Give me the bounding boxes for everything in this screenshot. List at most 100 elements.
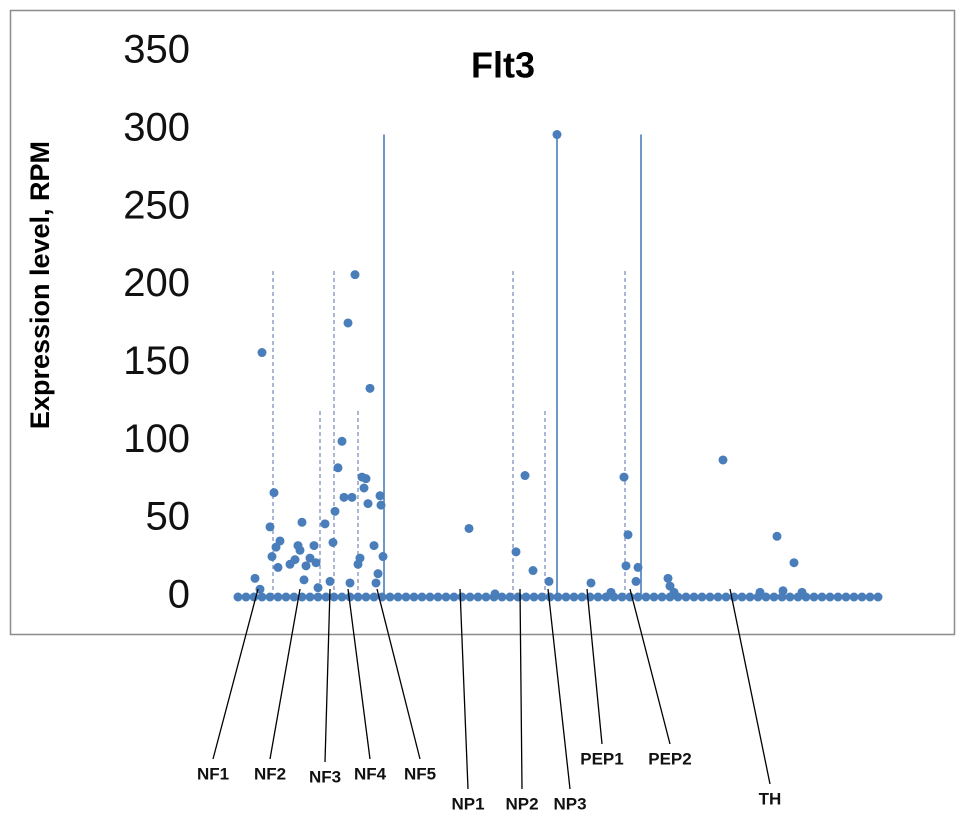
- data-point: [325, 576, 335, 586]
- data-point: [329, 592, 339, 602]
- annotation-pointer: [212, 588, 259, 760]
- data-point: [417, 592, 427, 602]
- annotation-pointer: [459, 588, 469, 790]
- data-point: [577, 592, 587, 602]
- annotation-label: NF4: [354, 764, 387, 783]
- data-point: [520, 471, 530, 481]
- data-point: [281, 592, 291, 602]
- data-point: [825, 592, 835, 602]
- data-point: [778, 586, 788, 596]
- data-point: [328, 538, 338, 547]
- data-point: [873, 592, 883, 602]
- data-point: [545, 592, 555, 602]
- data-point: [265, 592, 275, 602]
- data-point: [619, 472, 629, 482]
- data-point: [267, 552, 277, 562]
- data-point: [363, 499, 373, 509]
- annotation-label: NF3: [309, 767, 341, 786]
- data-point: [333, 463, 343, 473]
- data-point: [513, 592, 523, 602]
- data-point: [511, 547, 521, 557]
- data-point: [301, 561, 311, 571]
- data-point: [633, 592, 643, 602]
- data-point: [337, 592, 347, 602]
- data-point: [273, 592, 283, 602]
- data-point: [350, 270, 360, 280]
- data-point: [330, 506, 340, 516]
- data-point: [265, 522, 275, 532]
- data-point: [553, 592, 563, 602]
- data-point: [544, 576, 554, 586]
- annotation-label: PEP1: [580, 749, 623, 768]
- data-point: [841, 592, 851, 602]
- annotation-pointer: [376, 588, 421, 760]
- data-point: [425, 592, 435, 602]
- data-point: [529, 592, 539, 602]
- data-point: [681, 592, 691, 602]
- data-point: [297, 592, 307, 602]
- y-tick-label: 200: [123, 261, 190, 305]
- data-point: [465, 592, 475, 602]
- data-point: [772, 531, 782, 541]
- annotation-pointer: [547, 588, 571, 790]
- data-point: [275, 536, 285, 546]
- data-point: [376, 500, 386, 510]
- data-point: [621, 561, 631, 571]
- data-point: [345, 592, 355, 602]
- data-point: [365, 383, 375, 393]
- data-point: [361, 474, 371, 484]
- data-point: [797, 587, 807, 597]
- data-point: [857, 592, 867, 602]
- data-point: [321, 592, 331, 602]
- data-point: [769, 592, 779, 602]
- data-point: [289, 592, 299, 602]
- annotation-label: TH: [759, 789, 782, 808]
- annotation-pointer: [347, 588, 371, 760]
- data-point: [441, 592, 451, 602]
- annotation-label: NF1: [197, 764, 229, 783]
- annotation-pointer: [729, 588, 771, 785]
- data-point: [521, 592, 531, 602]
- data-point: [817, 592, 827, 602]
- data-point: [309, 541, 319, 551]
- data-point: [789, 558, 799, 568]
- data-point: [369, 592, 379, 602]
- data-point: [705, 592, 715, 602]
- annotation-pointer: [586, 588, 603, 745]
- data-point: [641, 592, 651, 602]
- data-point: [297, 517, 307, 527]
- data-point: [586, 578, 596, 588]
- data-point: [305, 592, 315, 602]
- data-point: [373, 569, 383, 579]
- data-point: [606, 587, 616, 597]
- data-point: [755, 587, 765, 597]
- data-point: [345, 578, 355, 588]
- data-point: [369, 541, 379, 551]
- data-point: [250, 573, 260, 583]
- data-point: [353, 592, 363, 602]
- data-point: [361, 592, 371, 602]
- data-point: [633, 562, 643, 572]
- y-tick-label: 300: [123, 105, 190, 149]
- data-point: [593, 592, 603, 602]
- data-point: [649, 592, 659, 602]
- y-tick-label: 250: [123, 183, 190, 227]
- annotation-label: NF5: [404, 764, 436, 783]
- data-point: [833, 592, 843, 602]
- data-point: [537, 592, 547, 602]
- data-point: [528, 566, 538, 576]
- data-point: [552, 130, 562, 140]
- data-point: [347, 492, 357, 502]
- data-point: [290, 555, 300, 565]
- data-point: [257, 348, 267, 358]
- data-point: [481, 592, 491, 602]
- data-point: [299, 575, 309, 585]
- data-point: [569, 592, 579, 602]
- data-point: [343, 318, 353, 328]
- data-point: [457, 592, 467, 602]
- data-point: [401, 592, 411, 602]
- data-point: [355, 553, 365, 563]
- data-point: [623, 530, 633, 540]
- data-point: [689, 592, 699, 602]
